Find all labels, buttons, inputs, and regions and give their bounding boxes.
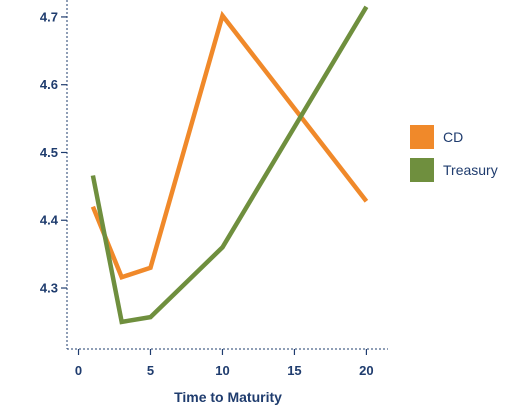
y-axis-ticks: 4.3 4.4 4.5 4.6 4.7 [40, 9, 67, 296]
legend-swatch-treasury [410, 158, 434, 182]
legend: CD Treasury [410, 125, 498, 182]
y-tick-label: 4.4 [40, 213, 59, 228]
legend-label-cd: CD [443, 129, 463, 145]
x-tick-label: 0 [75, 363, 82, 378]
y-tick-label: 4.6 [40, 77, 58, 92]
legend-swatch-cd [410, 125, 434, 149]
y-tick-label: 4.5 [40, 145, 58, 160]
series-line-cd [90, 10, 369, 280]
x-axis-title: Time to Maturity [174, 389, 282, 405]
y-tick-label: 4.3 [40, 281, 58, 296]
x-tick-label: 20 [359, 363, 373, 378]
x-tick-label: 15 [287, 363, 301, 378]
series-line-treasury [90, 5, 369, 325]
x-axis-ticks: 0 5 10 15 20 [75, 349, 374, 378]
x-tick-label: 10 [215, 363, 229, 378]
series-lines [90, 5, 369, 325]
legend-label-treasury: Treasury [443, 162, 498, 178]
y-tick-label: 4.7 [40, 9, 58, 24]
x-tick-label: 5 [147, 363, 154, 378]
